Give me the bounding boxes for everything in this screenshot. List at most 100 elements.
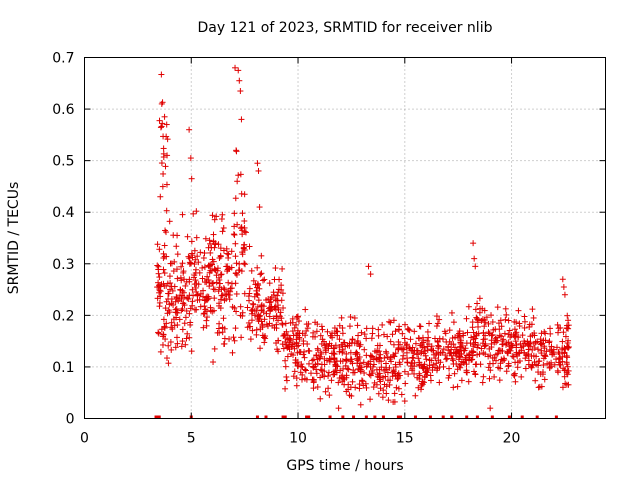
data-point (408, 360, 415, 367)
data-point (469, 319, 476, 326)
data-point (548, 347, 555, 354)
data-point (355, 332, 362, 339)
data-point (533, 353, 540, 360)
data-point (521, 313, 528, 320)
data-point (332, 362, 339, 369)
data-point (194, 253, 201, 260)
data-point (434, 338, 441, 345)
data-point (565, 367, 572, 374)
data-point (233, 147, 240, 154)
data-point (344, 365, 351, 372)
zero-value-point (413, 415, 417, 419)
data-point (387, 338, 394, 345)
data-point (163, 133, 170, 140)
data-point (346, 392, 353, 399)
data-point (229, 349, 236, 356)
data-point (349, 336, 356, 343)
data-point (498, 323, 505, 330)
data-point (426, 362, 433, 369)
data-point (564, 371, 571, 378)
data-point (253, 331, 260, 338)
data-point (426, 320, 433, 327)
data-point (238, 334, 245, 341)
data-point (423, 368, 430, 375)
data-point (233, 260, 240, 267)
data-point (201, 250, 208, 257)
data-point (217, 252, 224, 259)
zero-value-point (281, 415, 285, 419)
data-point (516, 323, 523, 330)
data-point (232, 270, 239, 277)
data-point (400, 346, 407, 353)
data-point (367, 396, 374, 403)
data-point (306, 348, 313, 355)
data-point (541, 345, 548, 352)
data-point (411, 370, 418, 377)
data-point (225, 251, 232, 258)
data-point (289, 328, 296, 335)
data-point (250, 301, 257, 308)
data-point (475, 330, 482, 337)
data-point (160, 250, 167, 257)
data-point (543, 348, 550, 355)
data-point (398, 391, 405, 398)
data-point (299, 330, 306, 337)
data-point (179, 260, 186, 267)
data-point (303, 376, 310, 383)
data-point (373, 366, 380, 373)
data-point (421, 374, 428, 381)
data-point (395, 338, 402, 345)
data-point (166, 218, 173, 225)
data-point (472, 263, 479, 270)
data-point (325, 385, 332, 392)
data-point (168, 296, 175, 303)
data-point (212, 241, 219, 248)
data-point (166, 309, 173, 316)
data-point (218, 292, 225, 299)
data-point (241, 260, 248, 267)
data-point (559, 358, 566, 365)
data-point (190, 292, 197, 299)
data-point (282, 363, 289, 370)
data-point (387, 319, 394, 326)
data-point (369, 330, 376, 337)
data-point (211, 244, 218, 251)
y-tick-label: 0.3 (52, 257, 74, 273)
data-point (159, 120, 166, 127)
data-point (190, 210, 197, 217)
data-point (402, 380, 409, 387)
data-point (385, 397, 392, 404)
data-point (342, 356, 349, 363)
data-point (381, 367, 388, 374)
data-point (322, 349, 329, 356)
data-point (475, 342, 482, 349)
data-point (345, 386, 352, 393)
y-tick-label: 0.4 (52, 205, 74, 221)
data-point (540, 369, 547, 376)
data-point (164, 152, 171, 159)
data-point (220, 224, 227, 231)
data-point (186, 334, 193, 341)
data-point (442, 352, 449, 359)
data-point (498, 356, 505, 363)
data-point (288, 350, 295, 357)
data-point (329, 330, 336, 337)
data-point (387, 356, 394, 363)
data-point (237, 225, 244, 232)
data-point (358, 377, 365, 384)
data-point (189, 286, 196, 293)
data-point (205, 293, 212, 300)
data-point (474, 300, 481, 307)
data-point (346, 340, 353, 347)
data-point (560, 283, 567, 290)
data-point (283, 377, 290, 384)
data-point (174, 340, 181, 347)
data-point (468, 347, 475, 354)
data-point (381, 354, 388, 361)
data-point (295, 318, 302, 325)
data-point (197, 249, 204, 256)
data-point (283, 341, 290, 348)
data-point (500, 355, 507, 362)
data-point (171, 322, 178, 329)
